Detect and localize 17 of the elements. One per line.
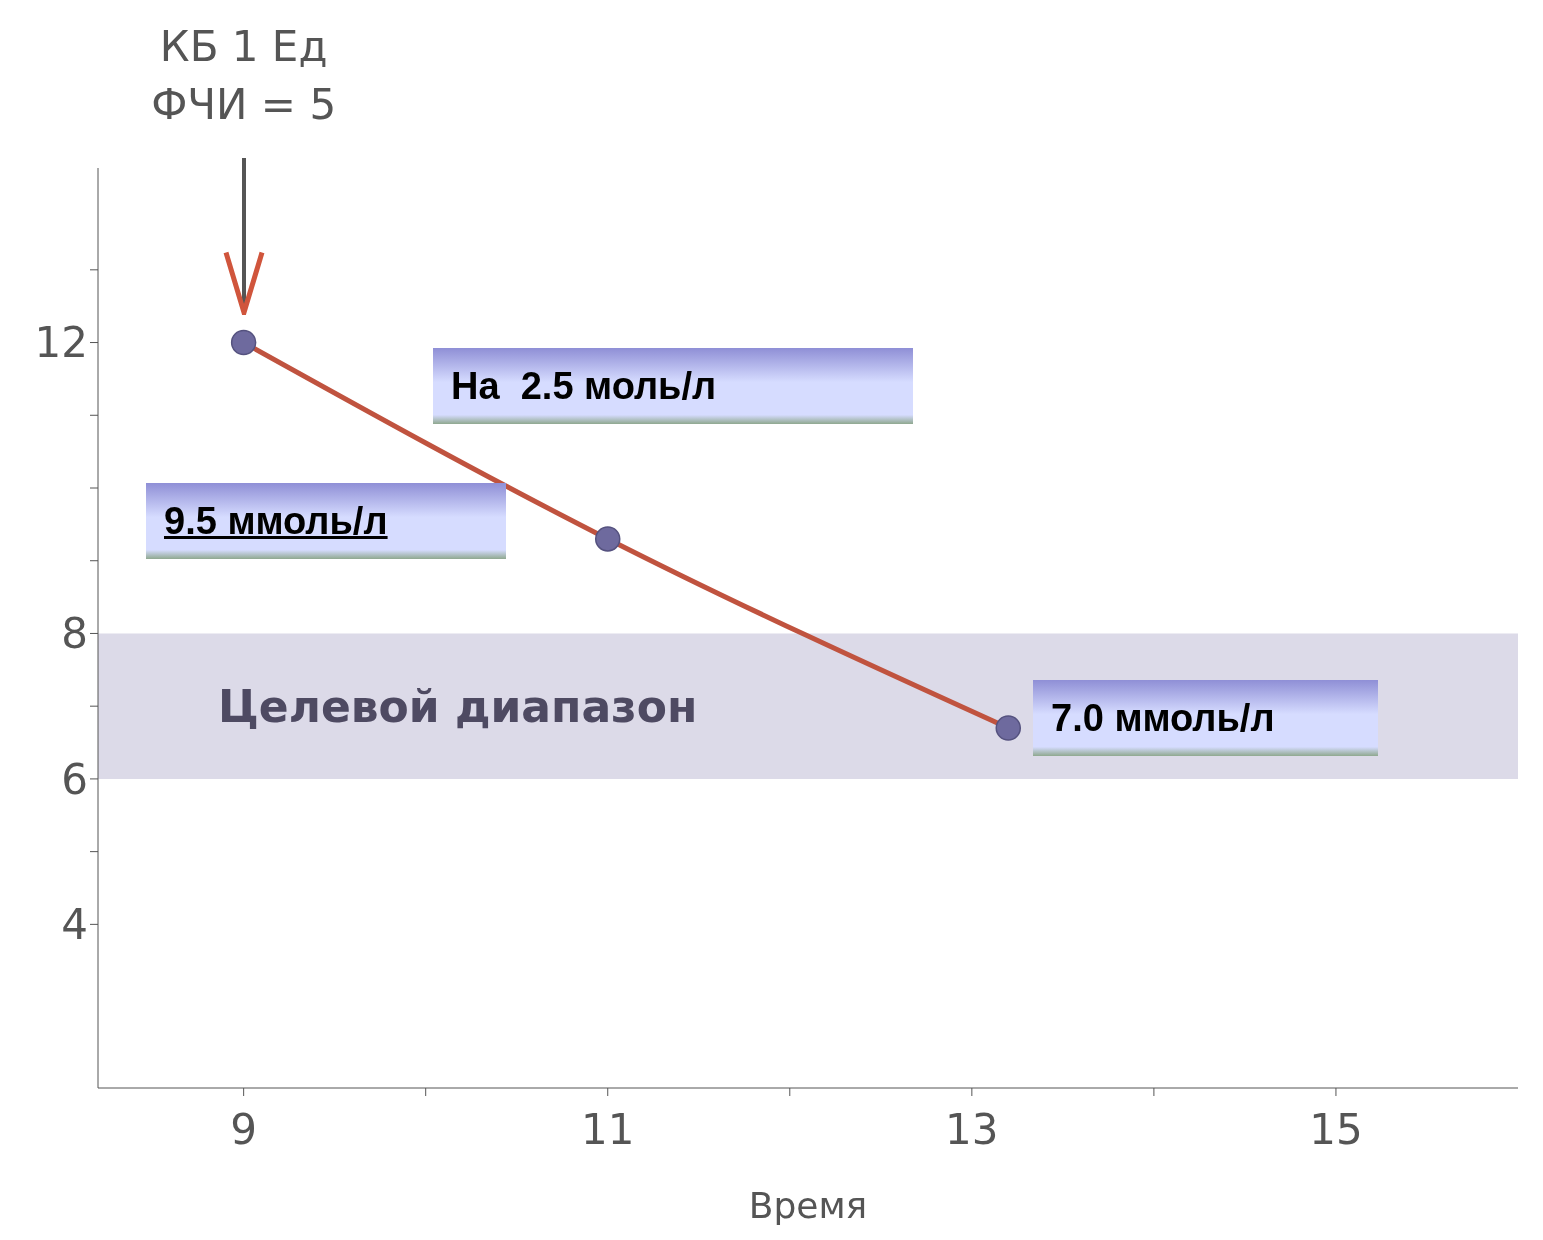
- y-tick-label: 4: [61, 900, 88, 950]
- x-tick-label: 15: [1309, 1104, 1363, 1154]
- point: [230, 329, 257, 356]
- y-tick-label: 6: [61, 754, 88, 804]
- x-tick-label: 9: [230, 1104, 258, 1154]
- x-tick-label: 13: [945, 1104, 999, 1154]
- band-label: Целевой диапазон: [218, 680, 698, 732]
- text: КБ 1 Ед ФЧИ = 5: [150, 21, 338, 131]
- x-tick-label: 11: [581, 1104, 635, 1154]
- annotation: 9.5 ммоль/л: [164, 498, 388, 544]
- annotation: 7.0 ммоль/л: [1051, 695, 1275, 741]
- y-tick-label: 8: [61, 609, 88, 659]
- point: [594, 526, 621, 552]
- annotation: На 2.5 моль/л: [451, 363, 717, 409]
- point: [995, 715, 1022, 741]
- x-axis-title: Время: [748, 1185, 868, 1226]
- y-tick-label: 12: [34, 318, 88, 368]
